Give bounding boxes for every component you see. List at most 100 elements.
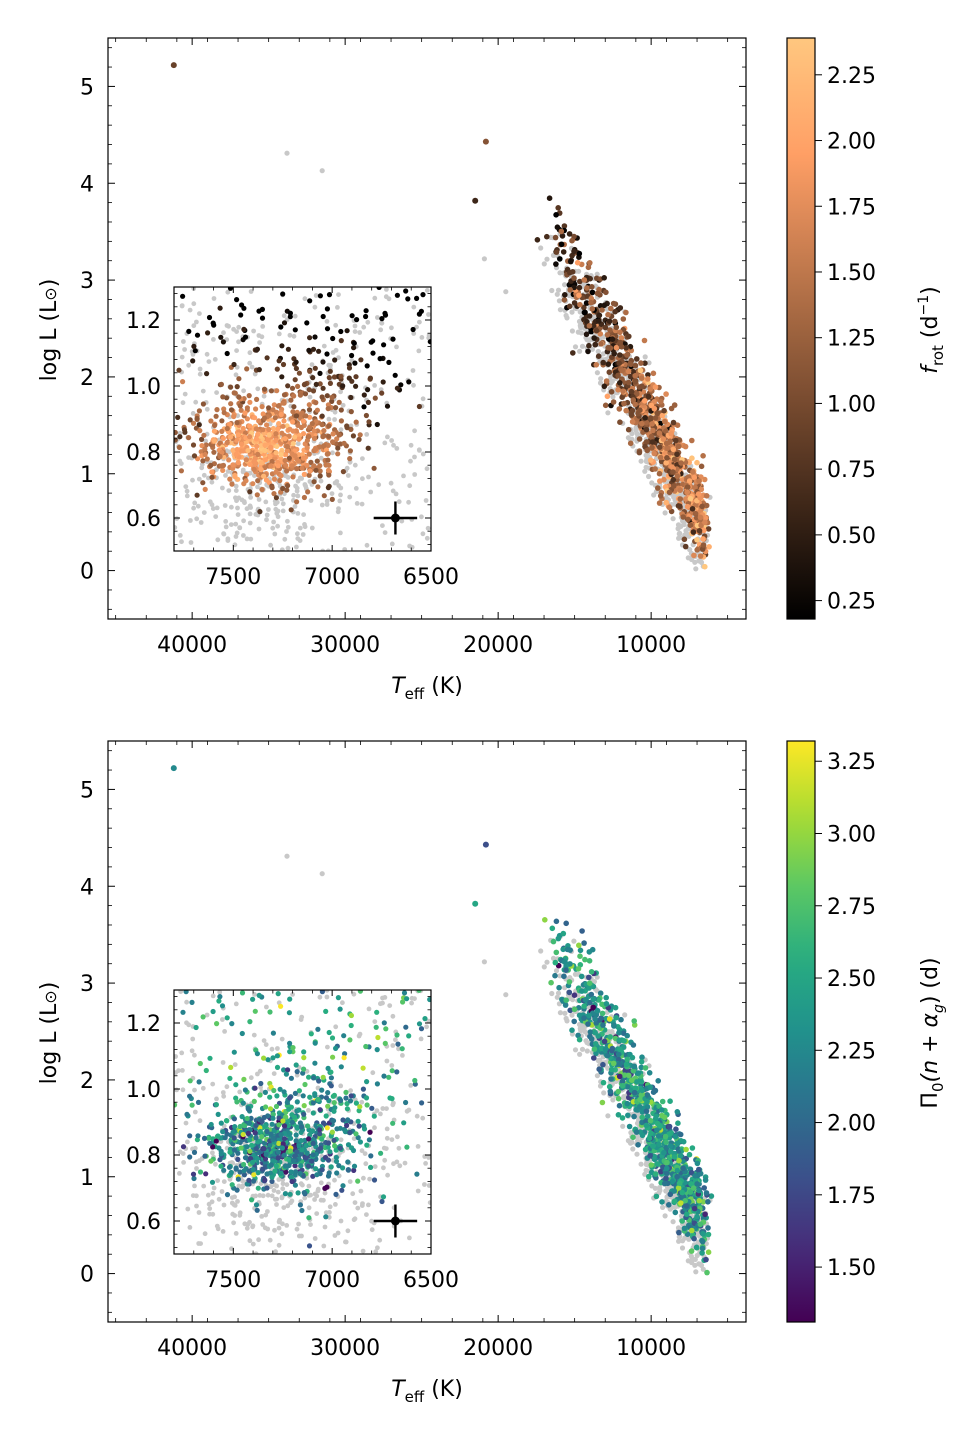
inset-gray-point	[197, 371, 203, 377]
colorbar-tick-label: 0.75	[827, 458, 876, 483]
star-point	[602, 402, 609, 409]
star-point	[656, 430, 663, 437]
inset-star-point	[194, 332, 201, 338]
star-point	[654, 1120, 661, 1127]
inset-star-point	[321, 443, 327, 449]
inset-star-point	[336, 399, 342, 405]
colorbar-tick-label: 1.50	[827, 261, 876, 286]
inset-star-point	[420, 292, 426, 298]
inset-star-point	[325, 457, 331, 463]
star-point	[630, 1134, 636, 1141]
star-point	[558, 241, 565, 248]
star-point	[620, 1030, 627, 1036]
star-point	[706, 544, 712, 550]
gray-star-point	[555, 990, 562, 996]
gray-star-point	[553, 968, 560, 974]
inset-star-point	[346, 365, 353, 371]
inset-star-point	[285, 346, 291, 352]
inset-star-point	[347, 448, 353, 454]
star-point	[589, 284, 595, 290]
inset-gray-point	[294, 544, 299, 550]
inset-star-point	[358, 357, 364, 363]
inset-star-point	[271, 491, 277, 497]
star-point	[670, 446, 677, 453]
star-point	[563, 997, 569, 1003]
inset-star-point	[302, 391, 309, 397]
star-point	[675, 1185, 682, 1191]
star-point	[607, 327, 613, 333]
star-point	[654, 410, 661, 417]
inset-star-point	[326, 462, 332, 468]
star-point	[553, 212, 559, 218]
star-point	[705, 1249, 712, 1255]
inset-star-point	[235, 460, 241, 466]
inset-star-point	[292, 327, 298, 333]
star-point	[703, 502, 710, 509]
gray-star-point	[549, 990, 555, 997]
star-point	[591, 1055, 597, 1061]
star-point	[643, 1108, 650, 1115]
inset-star-point	[321, 493, 327, 499]
star-point	[482, 841, 489, 848]
inset-star-point	[176, 367, 182, 373]
star-point	[652, 466, 658, 472]
star-point	[625, 1112, 631, 1119]
inset-gray-point	[236, 339, 241, 345]
star-point	[696, 478, 702, 484]
star-point	[576, 250, 583, 257]
star-point	[646, 1070, 653, 1076]
inset-gray-point	[247, 511, 253, 517]
x-tick-label: 40000	[157, 1336, 227, 1361]
star-point	[621, 1038, 627, 1044]
inset-gray-point	[200, 388, 206, 394]
star-point	[689, 455, 695, 462]
inset-star-point	[242, 334, 249, 340]
star-point	[692, 484, 698, 491]
star-point	[699, 1250, 705, 1256]
star-point	[625, 379, 632, 386]
star-point	[170, 62, 177, 69]
inset-star-point	[278, 452, 284, 458]
gray-star-point	[676, 535, 682, 541]
star-point	[683, 1146, 689, 1153]
inset-star-point	[228, 401, 234, 407]
star-point	[691, 1235, 697, 1242]
star-point	[592, 341, 599, 348]
inset-star-point	[256, 418, 262, 424]
colorbar-gradient	[787, 38, 815, 619]
inset-star-point	[285, 483, 291, 489]
inset-gray-point	[319, 502, 325, 508]
inset-gray-point	[375, 315, 380, 320]
inset-gray-point	[181, 339, 186, 344]
inset-gray-point	[225, 538, 231, 543]
star-point	[684, 1211, 690, 1217]
inset-star-point	[202, 486, 208, 492]
inset-star-point	[282, 436, 288, 442]
inset-gray-point	[332, 417, 337, 422]
gray-star-point	[676, 1234, 682, 1240]
colorbar-tick-label: 2.00	[827, 130, 876, 155]
inset-gray-point	[307, 394, 313, 400]
inset-star-point	[320, 359, 326, 365]
star-point	[616, 1037, 623, 1043]
star-point	[639, 1054, 645, 1060]
inset-star-point	[326, 433, 332, 439]
gray-star-point	[662, 1213, 668, 1219]
inset-star-point	[283, 462, 289, 468]
inset-gray-point	[174, 516, 180, 521]
star-point	[482, 138, 489, 145]
star-point	[542, 917, 548, 923]
inset-star-point	[330, 335, 336, 342]
star-point	[585, 1021, 591, 1027]
inset-star-point	[254, 396, 260, 402]
inset-gray-point	[249, 364, 255, 370]
inset-star-point	[271, 476, 278, 482]
star-point	[605, 311, 611, 318]
inset-star-point	[241, 481, 247, 487]
inset-star-point	[205, 330, 211, 336]
inset-gray-point	[197, 366, 203, 372]
inset-star-point	[288, 507, 294, 513]
inset-star-point	[220, 467, 226, 473]
star-point	[472, 197, 479, 204]
top-y-axis-label: log L (L⊙)	[37, 279, 62, 382]
